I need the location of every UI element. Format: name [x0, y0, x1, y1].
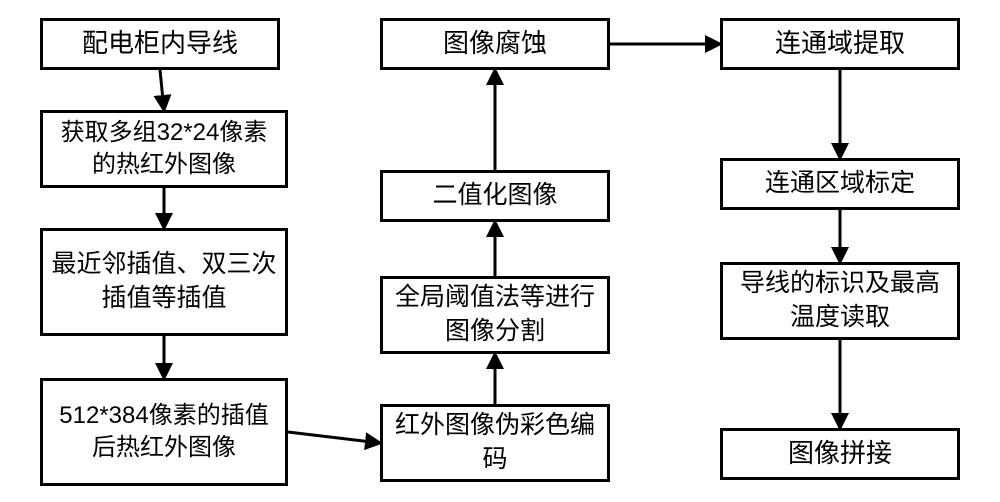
flowchart-node: 全局阈值法等进行图像分割 — [380, 276, 610, 354]
flowchart-node-label: 512*384像素的插值后热红外图像 — [51, 400, 277, 465]
flowchart-node: 二值化图像 — [380, 170, 610, 222]
flowchart-node-label: 红外图像伪彩色编码 — [391, 409, 599, 477]
flowchart-node-label: 全局阈值法等进行图像分割 — [391, 281, 599, 349]
flowchart-node-label: 图像拼接 — [788, 436, 892, 471]
flowchart-node: 图像拼接 — [720, 428, 960, 480]
flowchart-node: 连通区域标定 — [720, 158, 960, 210]
flowchart-edge — [288, 432, 380, 443]
flowchart-node-label: 连通区域标定 — [765, 167, 915, 201]
flowchart-node: 连通域提取 — [720, 18, 960, 70]
flowchart-node: 导线的标识及最高温度读取 — [720, 262, 960, 340]
flowchart-edge — [160, 70, 164, 110]
flowchart-node: 红外图像伪彩色编码 — [380, 404, 610, 482]
flowchart-node: 配电柜内导线 — [40, 18, 280, 70]
flowchart-node-label: 图像腐蚀 — [443, 26, 547, 61]
flowchart-node: 最近邻插值、双三次插值等插值 — [40, 228, 288, 336]
flowchart-node: 获取多组32*24像素的热红外图像 — [40, 110, 288, 188]
flowchart-node: 图像腐蚀 — [380, 18, 610, 70]
flowchart-node-label: 获取多组32*24像素的热红外图像 — [51, 117, 277, 182]
flowchart-node-label: 配电柜内导线 — [82, 26, 238, 61]
flowchart-node-label: 最近邻插值、双三次插值等插值 — [51, 248, 277, 316]
flowchart-node: 512*384像素的插值后热红外图像 — [40, 378, 288, 486]
flowchart-node-label: 二值化图像 — [432, 179, 557, 213]
flowchart-node-label: 连通域提取 — [775, 26, 905, 61]
flowchart-node-label: 导线的标识及最高温度读取 — [731, 267, 949, 335]
